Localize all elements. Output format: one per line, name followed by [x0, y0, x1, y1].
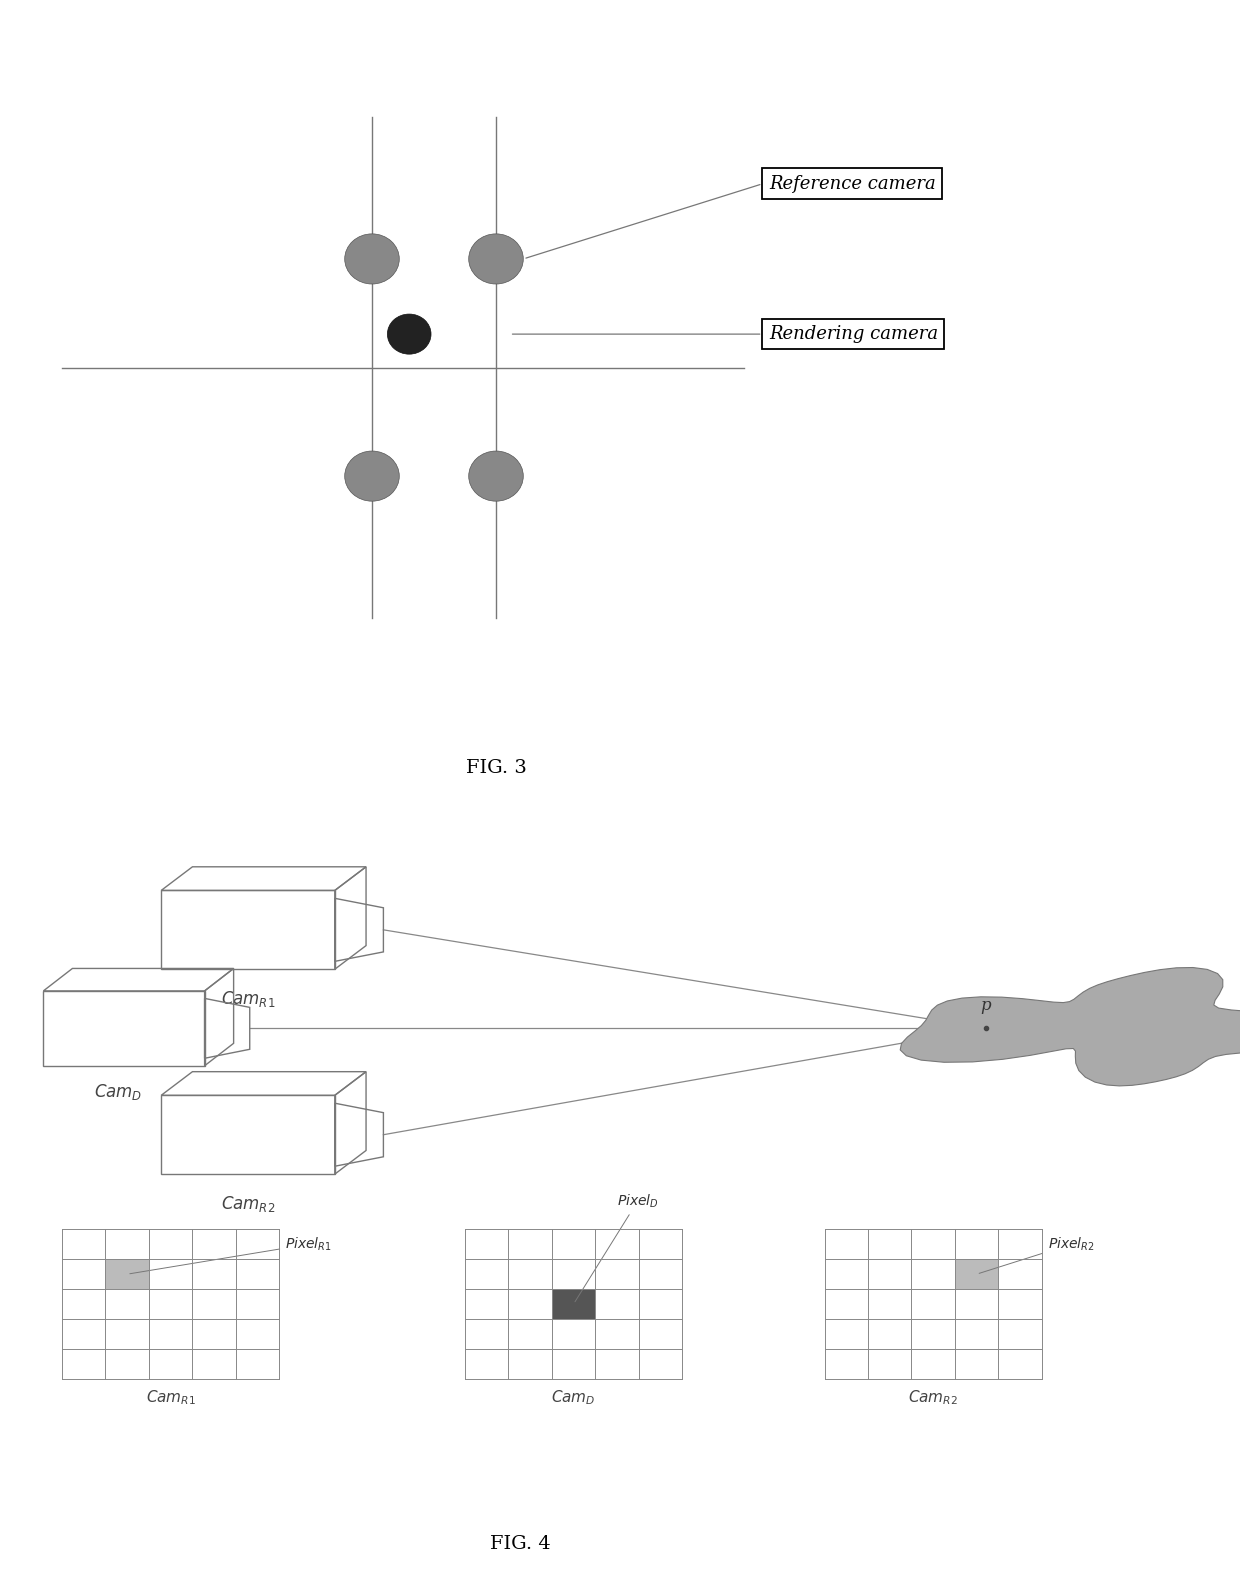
Bar — [825, 1229, 1042, 1379]
Ellipse shape — [469, 233, 523, 284]
Text: FIG. 4: FIG. 4 — [491, 1535, 551, 1554]
Ellipse shape — [387, 314, 432, 355]
Text: $\mathit{Cam}_{R1}$: $\mathit{Cam}_{R1}$ — [221, 990, 275, 1009]
Text: $\mathit{Pixel}_{R2}$: $\mathit{Pixel}_{R2}$ — [980, 1236, 1095, 1273]
Text: $\mathit{Cam}_{D}$: $\mathit{Cam}_{D}$ — [93, 1081, 143, 1102]
Bar — [62, 1229, 279, 1379]
Text: Rendering camera: Rendering camera — [769, 325, 937, 344]
Ellipse shape — [469, 451, 523, 501]
Bar — [105, 1259, 149, 1289]
Bar — [465, 1229, 682, 1379]
Text: p: p — [981, 998, 991, 1015]
Ellipse shape — [345, 233, 399, 284]
Text: $\mathit{Pixel}_{R1}$: $\mathit{Pixel}_{R1}$ — [130, 1236, 332, 1273]
Text: FIG. 3: FIG. 3 — [465, 760, 527, 777]
Text: $\mathit{Cam}_{D}$: $\mathit{Cam}_{D}$ — [552, 1388, 595, 1407]
Text: $\mathit{Cam}_{R2}$: $\mathit{Cam}_{R2}$ — [908, 1388, 959, 1407]
Bar — [955, 1259, 998, 1289]
Text: Reference camera: Reference camera — [769, 175, 935, 192]
Text: $\mathit{Pixel}_{D}$: $\mathit{Pixel}_{D}$ — [575, 1191, 658, 1302]
Text: $\mathit{Cam}_{R2}$: $\mathit{Cam}_{R2}$ — [221, 1195, 275, 1214]
Ellipse shape — [345, 451, 399, 501]
Polygon shape — [900, 968, 1240, 1086]
Bar — [552, 1289, 595, 1319]
Text: $\mathit{Cam}_{R1}$: $\mathit{Cam}_{R1}$ — [145, 1388, 196, 1407]
